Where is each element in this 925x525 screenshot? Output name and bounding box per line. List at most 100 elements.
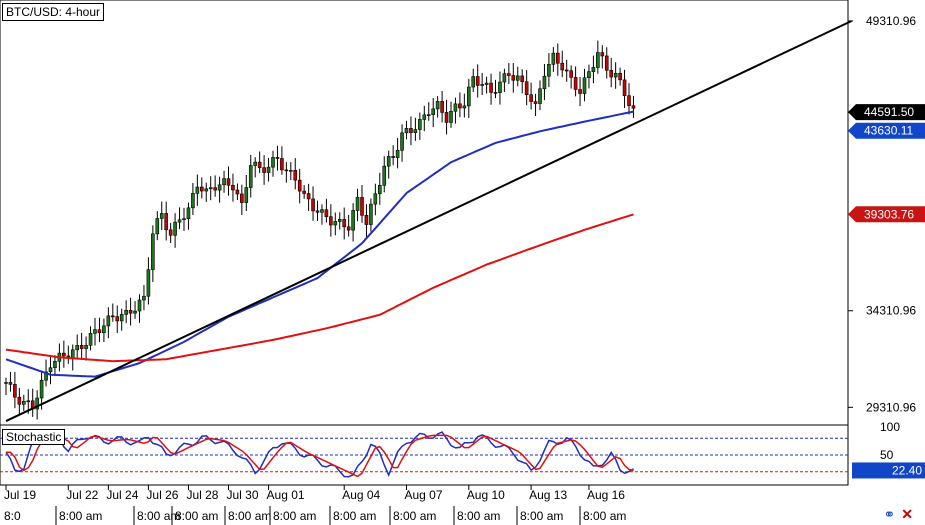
stoch-d-line: [6, 434, 634, 478]
x-tick-label-date: Jul 26: [146, 488, 178, 502]
candle: [369, 198, 373, 232]
candle: [235, 183, 240, 201]
candle: [35, 390, 39, 420]
candle: [400, 124, 404, 162]
candle: [538, 80, 542, 111]
x-tick-label-date: Aug 07: [405, 488, 443, 502]
candle: [75, 334, 79, 359]
x-tick-label-time: 8:00 am: [59, 509, 102, 523]
candle: [600, 45, 605, 69]
candle: [355, 188, 360, 222]
candle: [93, 317, 97, 346]
candle: [609, 57, 614, 88]
candle: [364, 204, 369, 238]
corner-icons: ⚭ ✕: [884, 507, 913, 521]
candle: [413, 117, 418, 141]
candle: [351, 203, 355, 242]
candle: [462, 93, 467, 118]
candle: [217, 176, 222, 203]
candle: [373, 183, 378, 216]
x-tick-label-date: Jul 30: [227, 488, 259, 502]
candle: [200, 177, 204, 199]
close-icon[interactable]: ✕: [901, 506, 913, 522]
candle: [391, 145, 395, 166]
candle: [306, 183, 311, 211]
candle: [142, 285, 146, 311]
candle: [164, 201, 168, 241]
candle: [489, 73, 493, 105]
candle: [231, 173, 235, 202]
candle: [133, 301, 137, 319]
x-tick-label-date: Aug 16: [587, 488, 625, 502]
candle: [284, 162, 289, 183]
candle: [53, 355, 57, 377]
candle: [333, 212, 338, 236]
sma-red-line: [5, 213, 634, 363]
candle: [475, 64, 480, 98]
candle: [137, 294, 142, 323]
time-axis: Jul 19 Jul 22 Jul 24 Jul 26 Jul 28 Jul 30 Aug …: [4, 485, 626, 525]
candle: [88, 326, 93, 351]
candle: [257, 151, 262, 174]
candle: [582, 68, 587, 102]
candle: [542, 63, 547, 101]
stoch-tag: 22.40: [852, 462, 925, 479]
candle: [591, 55, 596, 84]
candle: [337, 212, 342, 230]
candle: [342, 207, 347, 240]
candle: [533, 93, 538, 117]
candle: [62, 340, 66, 368]
x-tick-label-date: Aug 01: [267, 488, 305, 502]
candle: [111, 303, 115, 322]
price-tag: 39303.76: [848, 206, 925, 223]
price-tag: 44591.50: [848, 104, 925, 121]
candle: [555, 43, 560, 76]
candle: [119, 308, 124, 331]
candle: [547, 53, 551, 88]
candle: [515, 66, 520, 87]
candle: [631, 95, 636, 119]
candle: [262, 155, 266, 185]
price-tag: 43630.11: [848, 122, 925, 139]
x-tick-label-time: 8:00 am: [228, 509, 271, 523]
candle: [395, 137, 400, 169]
candle: [124, 300, 128, 324]
price-tag-label: 43630.11: [864, 124, 913, 138]
candle: [191, 183, 195, 216]
stoch-tag-label: 22.40: [892, 463, 922, 477]
candle: [311, 186, 315, 221]
candle: [297, 168, 302, 204]
x-tick-label-date: Aug 10: [467, 488, 505, 502]
candle: [627, 83, 631, 115]
price-panel: [4, 20, 852, 422]
stochastic-label: Stochastic: [2, 429, 66, 445]
candle: [435, 96, 440, 118]
candle: [244, 174, 249, 212]
candle: [409, 116, 413, 146]
x-tick-label-date: Jul 24: [106, 488, 138, 502]
candle: [329, 204, 333, 237]
candle: [493, 79, 498, 99]
stoch-tick-label: 100: [880, 420, 900, 434]
candle: [13, 371, 17, 409]
candle: [102, 318, 106, 342]
candle: [551, 47, 556, 72]
candle: [613, 62, 618, 89]
price-tag-label: 39303.76: [864, 207, 914, 221]
candle: [253, 157, 257, 178]
candle: [4, 377, 8, 395]
candle: [266, 157, 271, 182]
y-tick-label: 34310.96: [866, 304, 916, 318]
candle: [248, 154, 253, 198]
candle: [440, 91, 444, 123]
candle: [604, 47, 609, 79]
x-tick-label-time: 8:00 am: [137, 509, 180, 523]
candle: [115, 305, 120, 333]
link-icon[interactable]: ⚭: [883, 506, 896, 522]
candle: [106, 307, 111, 339]
candle: [182, 207, 186, 231]
candle: [471, 68, 476, 92]
candle: [587, 64, 591, 89]
candle: [280, 146, 284, 175]
